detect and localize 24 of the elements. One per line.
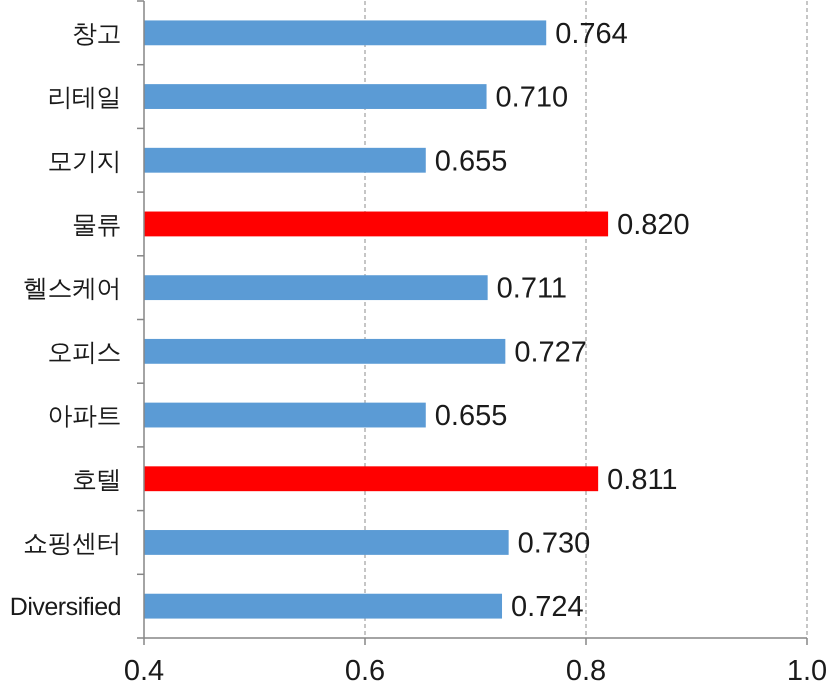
data-label: 0.724 bbox=[511, 591, 584, 624]
y-tick-label: 창고 bbox=[72, 20, 121, 48]
y-tick-label: 오피스 bbox=[48, 338, 121, 366]
data-label: 0.655 bbox=[434, 145, 508, 178]
x-tick-label: 0.4 bbox=[124, 655, 164, 685]
y-tick-label: 물류 bbox=[72, 210, 121, 239]
data-label: 0.710 bbox=[496, 82, 568, 114]
y-tick-label: 아파트 bbox=[48, 402, 121, 430]
data-label: 0.655 bbox=[434, 400, 508, 432]
y-tick-label: 리테일 bbox=[48, 84, 121, 112]
y-tick-label: 모기지 bbox=[48, 147, 121, 176]
y-tick-label: 호텔 bbox=[72, 466, 121, 494]
data-label: 0.730 bbox=[518, 527, 590, 560]
data-label: 0.811 bbox=[607, 464, 678, 496]
data-label: 0.764 bbox=[555, 18, 628, 50]
data-label: 0.727 bbox=[514, 336, 587, 368]
x-tick-label: 1.0 bbox=[786, 655, 827, 685]
y-tick-label: 쇼핑센터 bbox=[23, 529, 121, 558]
y-tick-label: 헬스케어 bbox=[23, 274, 121, 303]
x-tick-label: 0.8 bbox=[566, 655, 606, 685]
data-label: 0.711 bbox=[496, 272, 568, 305]
x-tick-label: 0.6 bbox=[344, 655, 386, 685]
y-tick-label: Diversified bbox=[10, 593, 121, 622]
data-label: 0.820 bbox=[617, 208, 690, 241]
